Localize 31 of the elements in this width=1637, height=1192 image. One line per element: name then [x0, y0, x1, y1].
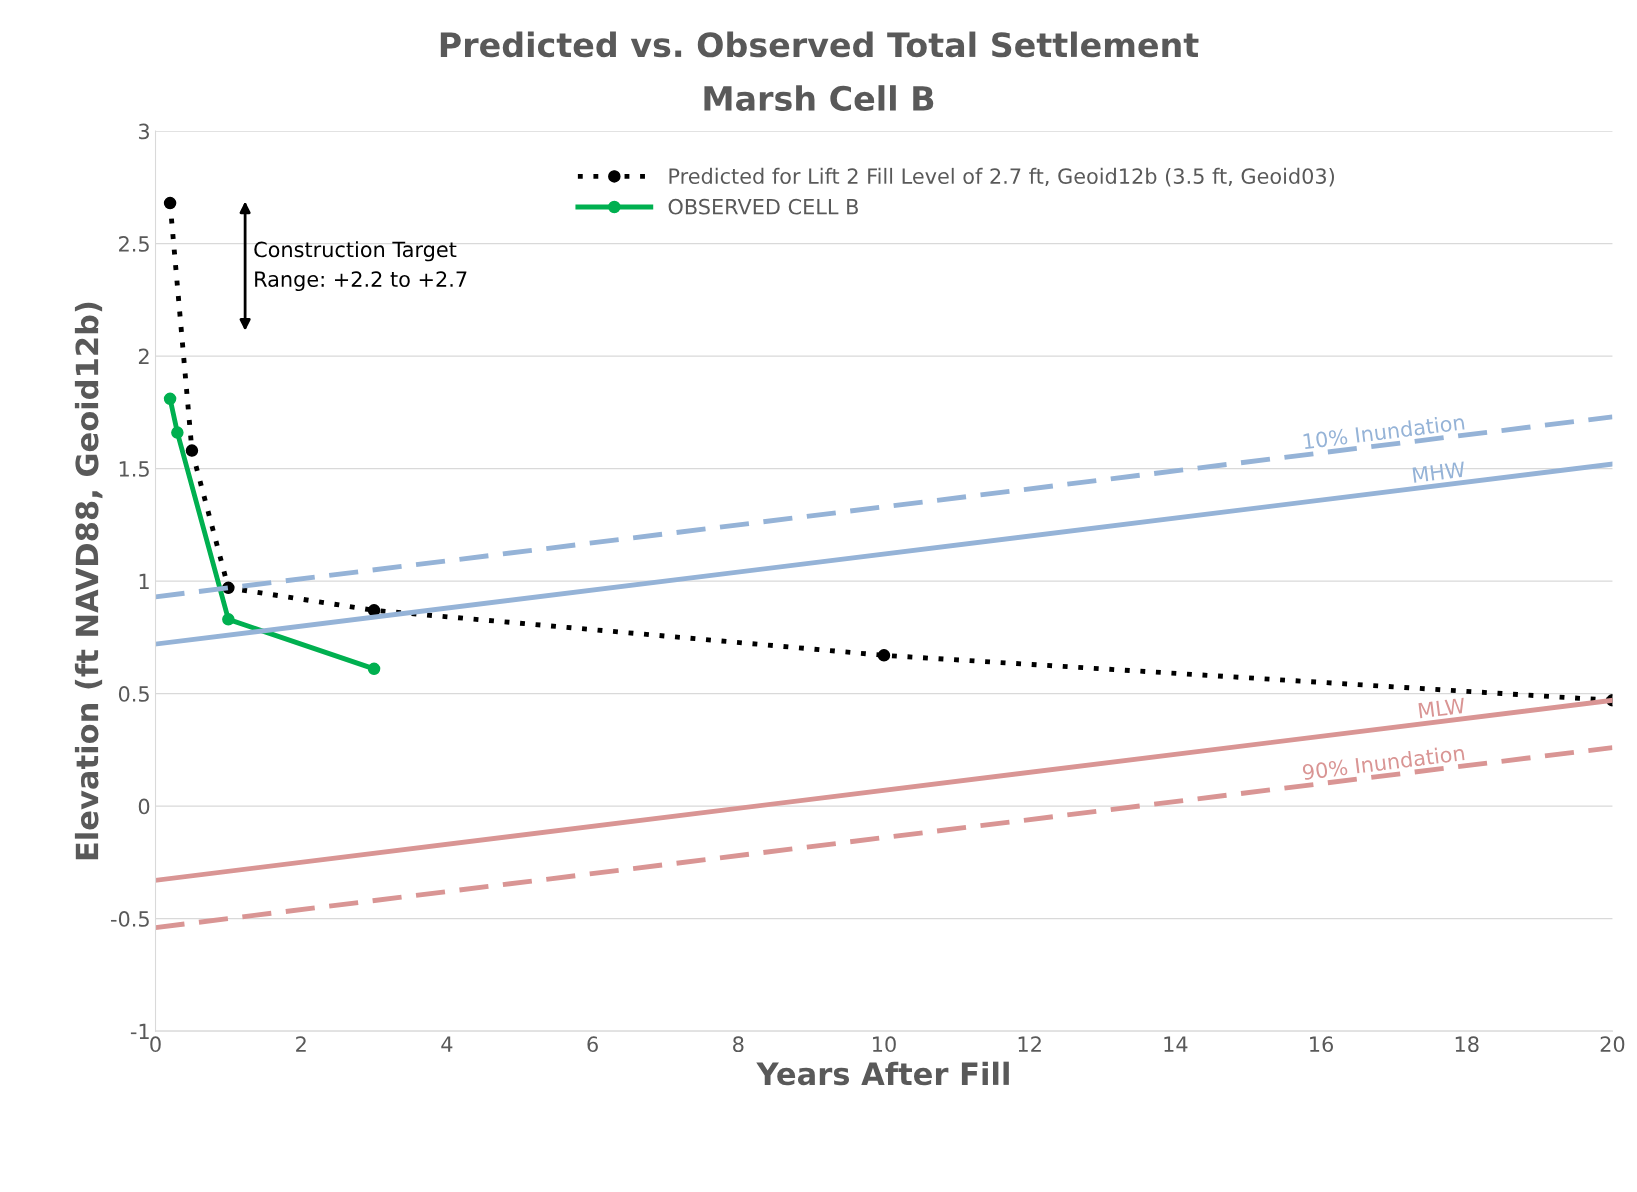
- y-tick-label: 1: [139, 573, 149, 590]
- x-tick-label: 10: [873, 1036, 896, 1053]
- x-tick-label: 8: [733, 1036, 744, 1053]
- x-tick-label: 6: [587, 1036, 598, 1053]
- y-tick-label: 0: [138, 798, 150, 815]
- x-tick-label: 4: [441, 1036, 453, 1052]
- x-tick-label: 12: [1018, 1036, 1041, 1052]
- chart-title: Predicted vs. Observed Total Settlement: [440, 31, 1199, 58]
- y-tick-label: 0.5: [118, 686, 149, 702]
- x-tick-label: 2: [296, 1036, 306, 1052]
- annotation: Construction Target Range: +2.2 to +2.7: [254, 241, 467, 292]
- y-tick-label: -0.5: [111, 911, 149, 927]
- y-tick-label: -1: [130, 1023, 149, 1039]
- chart-subtitle: Marsh Cell B: [704, 85, 934, 111]
- legend-label: OBSERVED CELL B: [668, 198, 858, 215]
- x-tick-label: 18: [1455, 1036, 1479, 1053]
- y-tick-label: 2: [138, 348, 149, 365]
- y-tick-label: 2.5: [119, 236, 149, 252]
- y-tick-label: 1.5: [119, 461, 149, 477]
- legend-label: Predicted for Lift 2 Fill Level of 2.7 ft, Geoid12b (3.5 ft, Geoid03): [669, 167, 1334, 187]
- text: 10% Inundation: [1303, 413, 1465, 450]
- y-tick-label: 3: [138, 123, 149, 140]
- text: MLW: [1418, 697, 1466, 719]
- x-axis-title: Years After Fill: [756, 1061, 1009, 1086]
- x-tick-label: 20: [1600, 1036, 1625, 1053]
- x-tick-label: 16: [1310, 1036, 1333, 1053]
- text: MHW: [1412, 461, 1466, 483]
- x-tick-label: 0: [150, 1036, 161, 1053]
- x-tick-label: 14: [1164, 1036, 1188, 1052]
- y-axis-title: Elevation (ft NAVD88, Geoid12b): [74, 302, 103, 860]
- text: 90% Inundation: [1302, 744, 1465, 781]
